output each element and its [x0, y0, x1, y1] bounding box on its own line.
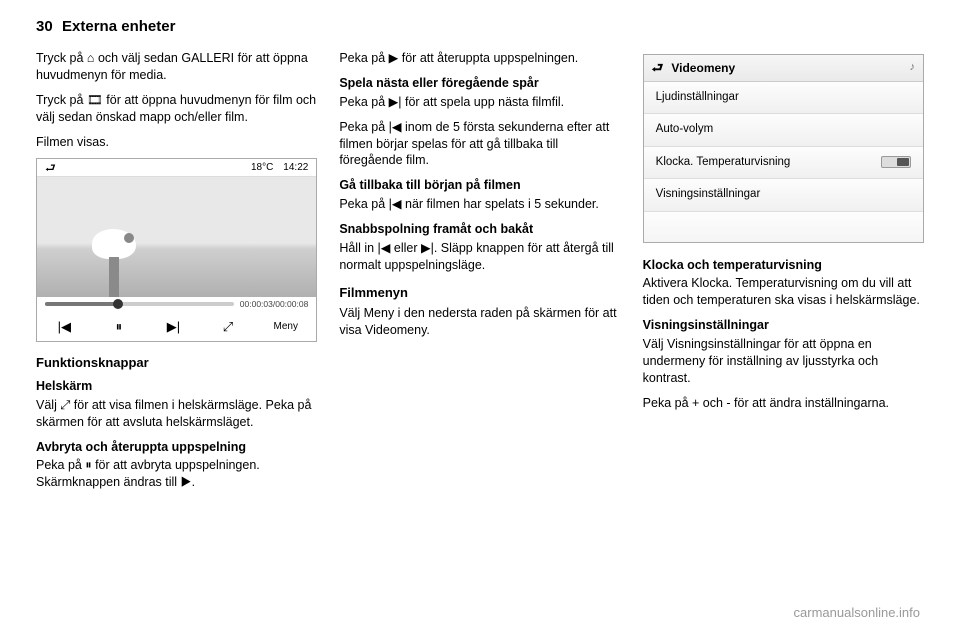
- clock-label: 14:22: [283, 161, 308, 175]
- subheading: Spela nästa eller föregående spår: [339, 75, 620, 92]
- video-frame: [37, 177, 316, 297]
- paragraph: Filmen visas.: [36, 134, 317, 151]
- subheading: Visningsinställningar: [643, 317, 924, 334]
- subheading: Klocka och temperaturvisning: [643, 257, 924, 274]
- progress-track[interactable]: [45, 302, 234, 306]
- manual-page: 30 Externa enheter Tryck på ⌂ och välj s…: [0, 0, 960, 642]
- menu-item-clock-temp[interactable]: Klocka. Temperaturvisning: [644, 147, 923, 180]
- paragraph: Välj Visningsinställningar för att öppna…: [643, 336, 924, 387]
- content-columns: Tryck på ⌂ och välj sedan GALLERI för at…: [36, 50, 924, 602]
- menu-item-label: Auto-volym: [656, 122, 714, 138]
- menu-item-label: Visningsinställningar: [656, 187, 761, 203]
- menu-empty-row: [644, 212, 923, 242]
- back-icon[interactable]: ⮐: [652, 59, 664, 77]
- paragraph: Peka på + och - för att ändra inställnin…: [643, 395, 924, 412]
- paragraph: Peka på |◀ när filmen har spelats i 5 se…: [339, 196, 620, 213]
- page-number: 30: [36, 18, 53, 35]
- menu-item-label: Ljudinställningar: [656, 90, 739, 106]
- video-menu-mock: ⮐ Videomeny ♪ Ljudinställningar Auto-vol…: [643, 54, 924, 243]
- back-icon[interactable]: ⮐: [45, 160, 56, 176]
- chapter-title: Externa enheter: [62, 18, 175, 35]
- paragraph: Peka på ▶ för att återuppta uppspelninge…: [339, 50, 620, 67]
- post-graphic: [109, 257, 119, 297]
- subheading: Avbryta och återuppta uppspelning: [36, 439, 317, 456]
- paragraph: Välj Meny i den nedersta raden på skärme…: [339, 305, 620, 339]
- menu-item-label: Klocka. Temperaturvisning: [656, 155, 791, 171]
- subheading: Helskärm: [36, 378, 317, 395]
- paragraph: Tryck på 🎞 för att öppna huvudmenyn för …: [36, 92, 317, 126]
- temperature-label: 18°C: [251, 161, 273, 175]
- paragraph: Välj ⤢ för att visa filmen i helskärmslä…: [36, 397, 317, 431]
- progress-bar: 00:00:03/00:00:08: [37, 297, 316, 311]
- menu-item-autovolume[interactable]: Auto-volym: [644, 114, 923, 147]
- subheading: Snabbspolning framåt och bakåt: [339, 221, 620, 238]
- paragraph: Aktivera Klocka. Temperaturvisning om du…: [643, 275, 924, 309]
- paragraph: Peka på ▶| för att spela upp nästa filmf…: [339, 94, 620, 111]
- heading: Funktionsknappar: [36, 354, 317, 372]
- note-icon: ♪: [909, 60, 915, 75]
- prev-icon[interactable]: |◀: [49, 318, 79, 336]
- paragraph: Tryck på ⌂ och välj sedan GALLERI för at…: [36, 50, 317, 84]
- menu-title-bar: ⮐ Videomeny ♪: [644, 55, 923, 82]
- menu-item-display[interactable]: Visningsinställningar: [644, 179, 923, 212]
- player-controls: |◀ ⏸ ▶| ⤢ Meny: [37, 311, 316, 341]
- paragraph: Håll in |◀ eller ▶|. Släpp knappen för a…: [339, 240, 620, 274]
- menu-item-sound[interactable]: Ljudinställningar: [644, 82, 923, 115]
- column-1: Tryck på ⌂ och välj sedan GALLERI för at…: [36, 50, 317, 602]
- menu-button[interactable]: Meny: [268, 318, 304, 336]
- next-icon[interactable]: ▶|: [158, 318, 188, 336]
- pause-icon[interactable]: ⏸: [104, 318, 134, 336]
- player-topbar: ⮐ 18°C 14:22: [37, 159, 316, 177]
- seagull-graphic: [92, 229, 136, 259]
- time-counter: 00:00:03/00:00:08: [240, 299, 309, 310]
- column-3: ⮐ Videomeny ♪ Ljudinställningar Auto-vol…: [643, 50, 924, 602]
- paragraph: Peka på ⏸ för att avbryta uppspelningen.…: [36, 457, 317, 491]
- video-player-mock: ⮐ 18°C 14:22 00:00:03/00:00:08 |◀ ⏸: [36, 158, 317, 342]
- subheading: Gå tillbaka till början på filmen: [339, 177, 620, 194]
- fullscreen-icon[interactable]: ⤢: [213, 318, 243, 336]
- heading: Filmmenyn: [339, 284, 620, 302]
- page-header: 30 Externa enheter: [36, 18, 924, 40]
- progress-knob[interactable]: [113, 299, 123, 309]
- toggle-switch[interactable]: [881, 156, 911, 168]
- watermark: carmanualsonline.info: [794, 605, 920, 620]
- menu-title: Videomeny: [671, 60, 735, 76]
- paragraph: Peka på |◀ inom de 5 första sekunderna e…: [339, 119, 620, 170]
- column-2: Peka på ▶ för att återuppta uppspelninge…: [339, 50, 620, 602]
